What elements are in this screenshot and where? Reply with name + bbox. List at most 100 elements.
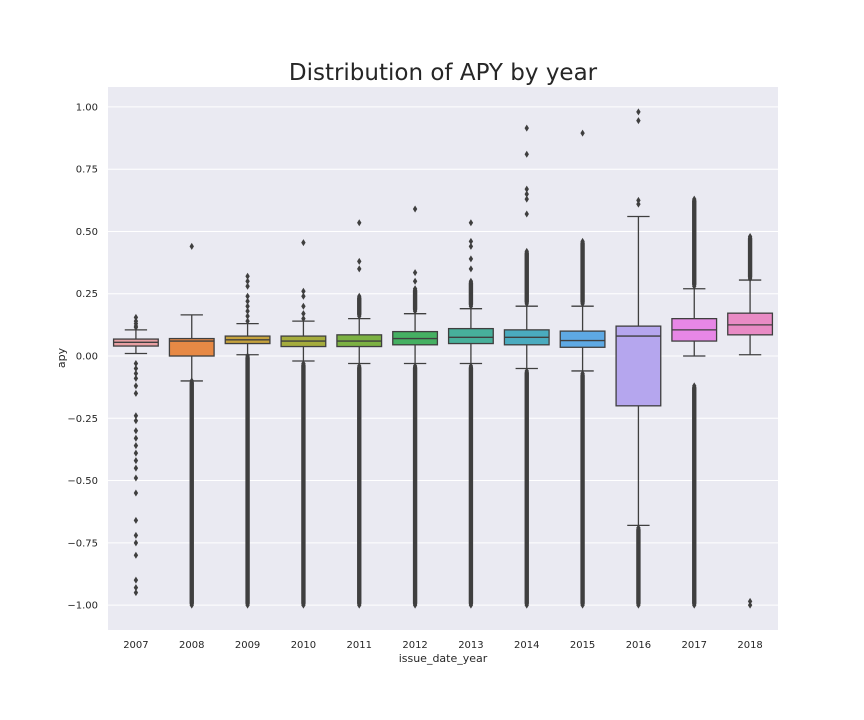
outlier-point xyxy=(468,302,474,310)
outlier-point xyxy=(133,369,139,377)
outlier-point xyxy=(301,292,306,300)
outlier-point xyxy=(468,255,474,263)
box-2016 xyxy=(615,108,662,609)
outlier-point xyxy=(412,285,418,293)
gridlines xyxy=(108,106,778,606)
boxes xyxy=(112,108,774,609)
box-2014 xyxy=(503,124,550,609)
x-tick-label: 2014 xyxy=(514,640,539,651)
outlier-point xyxy=(524,247,529,255)
outlier-point xyxy=(636,200,641,208)
iqr-box xyxy=(615,325,662,407)
outlier-point xyxy=(524,367,529,375)
outlier-cluster xyxy=(692,199,697,287)
outlier-point xyxy=(412,307,418,315)
outlier-point xyxy=(245,277,250,285)
outlier-point xyxy=(747,275,753,283)
x-tick-label: 2009 xyxy=(235,640,260,651)
outlier-point xyxy=(468,362,474,370)
outlier-point xyxy=(301,359,306,367)
outlier-point xyxy=(133,539,139,547)
box-2011 xyxy=(336,219,383,609)
y-tick-label: 0.25 xyxy=(76,289,98,300)
iqr-box xyxy=(727,312,774,336)
outlier-point xyxy=(245,297,250,305)
outlier-cluster xyxy=(580,373,585,606)
box-2007 xyxy=(112,313,159,597)
outlier-cluster xyxy=(189,380,194,606)
x-axis-ticks: 2007 2008 2009 2010 2011 2012 2013 2014 2015 2016… xyxy=(123,640,763,651)
outlier-point xyxy=(189,601,194,609)
outlier-point xyxy=(747,601,753,609)
outlier-point xyxy=(133,449,139,457)
outlier-point xyxy=(636,601,641,609)
outlier-point xyxy=(524,210,529,218)
outlier-point xyxy=(412,601,418,609)
outlier-point xyxy=(580,129,585,137)
outlier-point xyxy=(580,237,585,245)
outlier-point xyxy=(412,362,418,370)
outlier-cluster xyxy=(524,370,529,606)
outlier-point xyxy=(580,300,585,308)
outlier-point xyxy=(189,377,194,385)
outlier-point xyxy=(245,317,250,325)
x-tick-label: 2011 xyxy=(347,640,372,651)
outlier-point xyxy=(357,265,362,273)
outlier-point xyxy=(133,427,139,435)
outlier-point xyxy=(133,417,139,425)
outlier-point xyxy=(133,442,139,450)
outlier-cluster xyxy=(245,356,250,606)
y-tick-label: 0.75 xyxy=(76,165,98,176)
outlier-point xyxy=(133,434,139,442)
outlier-cluster xyxy=(468,281,474,307)
outlier-point xyxy=(524,150,529,158)
outlier-point xyxy=(636,196,641,204)
y-tick-label: −0.75 xyxy=(67,538,98,549)
outlier-point xyxy=(301,601,306,609)
outlier-point xyxy=(580,601,585,609)
outlier-point xyxy=(133,531,139,539)
box-2018 xyxy=(727,232,774,609)
outlier-point xyxy=(189,242,194,250)
outlier-point xyxy=(580,369,585,377)
outlier-point xyxy=(301,287,306,295)
outlier-point xyxy=(468,265,474,273)
x-tick-label: 2017 xyxy=(682,640,707,651)
x-tick-label: 2018 xyxy=(737,640,762,651)
outlier-point xyxy=(133,474,139,482)
outlier-point xyxy=(412,205,418,213)
outlier-point xyxy=(357,601,362,609)
outlier-cluster xyxy=(357,296,362,317)
outlier-point xyxy=(468,219,474,227)
outlier-cluster xyxy=(636,527,641,606)
box-2009 xyxy=(224,272,271,609)
x-tick-label: 2016 xyxy=(626,640,651,651)
outlier-point xyxy=(692,195,697,203)
outlier-point xyxy=(245,302,250,310)
outlier-point xyxy=(133,412,139,420)
outlier-point xyxy=(524,195,529,203)
outlier-cluster xyxy=(301,363,306,606)
box-2008 xyxy=(168,242,215,609)
outlier-point xyxy=(412,269,418,277)
outlier-cluster xyxy=(357,365,362,606)
outlier-point xyxy=(301,315,306,323)
box-2012 xyxy=(392,205,439,609)
y-tick-label: −0.50 xyxy=(67,476,98,487)
box-2017 xyxy=(671,195,718,609)
x-tick-label: 2010 xyxy=(291,640,316,651)
outlier-cluster xyxy=(580,241,585,304)
x-tick-label: 2015 xyxy=(570,640,595,651)
x-tick-label: 2008 xyxy=(179,640,204,651)
outlier-point xyxy=(692,601,697,609)
outlier-point xyxy=(524,124,529,132)
iqr-box xyxy=(447,327,494,345)
plot-background xyxy=(108,87,778,630)
outlier-point xyxy=(747,597,753,605)
outlier-point xyxy=(245,292,250,300)
x-tick-label: 2013 xyxy=(458,640,483,651)
outlier-point xyxy=(133,374,139,382)
outlier-point xyxy=(133,323,139,331)
box-2015 xyxy=(559,129,606,609)
